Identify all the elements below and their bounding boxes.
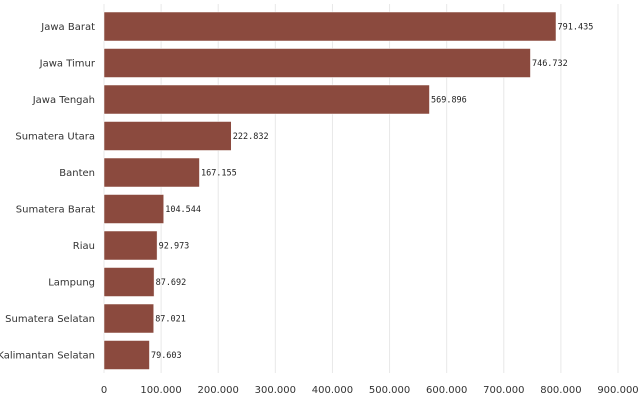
data-label: 87.692 (156, 278, 187, 288)
bar (103, 11, 557, 42)
category-label: Kalimantan Selatan (0, 351, 95, 362)
x-tick-label: 700.000 (483, 385, 524, 396)
category-labels: Jawa Barat Jawa Timur Jawa Tengah Sumatera … (0, 22, 96, 362)
x-tick-label: 600.000 (426, 385, 467, 396)
x-tick-label: 500.000 (369, 385, 410, 396)
data-label: 87.021 (155, 315, 186, 325)
data-labels: 791.435 746.732 569.896 222.832 167.155 104.5… (151, 23, 593, 362)
bar (103, 121, 232, 151)
category-label: Sumatera Selatan (5, 314, 95, 325)
x-tick-label: 0 (101, 385, 107, 396)
x-tick-label: 800.000 (540, 385, 581, 396)
bar (103, 303, 154, 334)
x-tick-label: 200.000 (198, 385, 239, 396)
bar (103, 230, 158, 261)
bar (103, 194, 164, 224)
data-label: 92.973 (159, 242, 190, 252)
x-tick-label: 400.000 (312, 385, 353, 396)
x-tick-label: 100.000 (140, 385, 181, 396)
category-label: Sumatera Utara (15, 132, 95, 143)
bar (103, 267, 155, 297)
category-label: Banten (59, 168, 95, 179)
data-label: 222.832 (233, 132, 269, 142)
data-label: 791.435 (557, 23, 593, 33)
bars-layer (103, 11, 557, 370)
data-label: 569.896 (431, 96, 467, 106)
bar (103, 340, 150, 370)
bar (103, 48, 531, 78)
data-label: 167.155 (201, 169, 237, 179)
category-label: Jawa Barat (40, 22, 95, 33)
bar (103, 84, 430, 115)
x-tick-label: 900.000 (597, 385, 638, 396)
bar (103, 157, 200, 188)
category-label: Jawa Tengah (32, 95, 95, 106)
category-label: Lampung (48, 278, 95, 289)
data-label: 104.544 (165, 205, 201, 215)
data-label: 79.603 (151, 351, 182, 361)
category-label: Riau (73, 241, 95, 252)
data-label: 746.732 (532, 59, 568, 69)
category-label: Jawa Timur (39, 59, 96, 70)
x-tick-label: 300.000 (255, 385, 296, 396)
x-axis-ticks: 0 100.000 200.000 300.000 400.000 500.000 600.… (101, 385, 639, 396)
category-label: Sumatera Barat (16, 205, 95, 216)
